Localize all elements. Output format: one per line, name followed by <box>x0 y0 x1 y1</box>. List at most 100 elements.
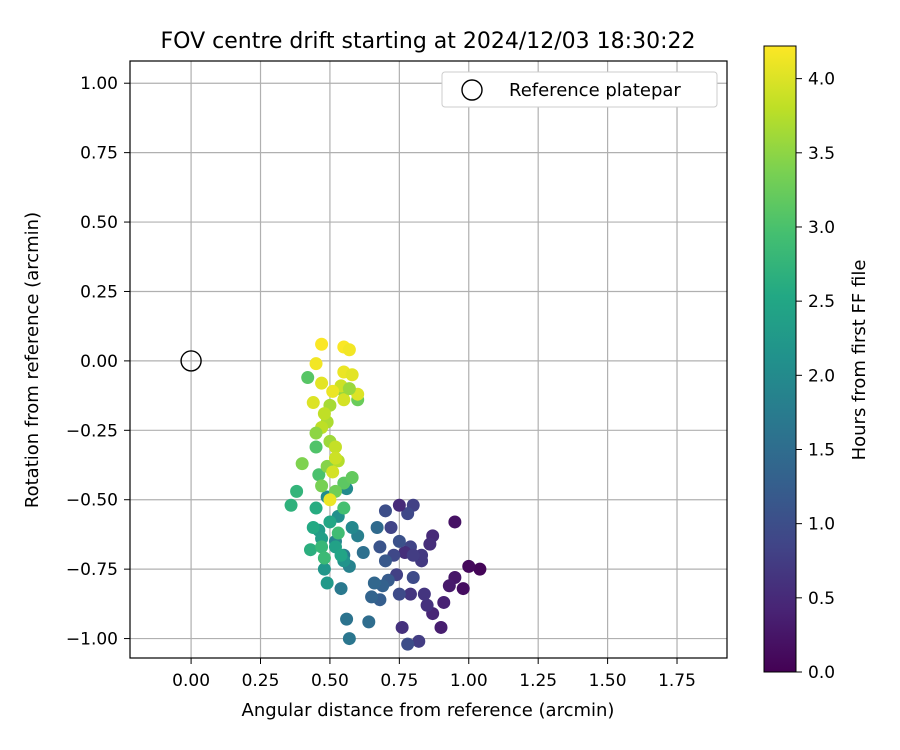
data-point <box>295 457 309 471</box>
data-point <box>345 368 359 382</box>
data-point <box>317 562 331 576</box>
data-point <box>345 471 359 485</box>
x-tick-label: 1.75 <box>658 671 696 691</box>
data-point <box>315 337 329 351</box>
data-point <box>342 382 356 396</box>
data-point <box>356 545 370 559</box>
data-point <box>392 498 406 512</box>
colorbar-tick-label: 4.0 <box>808 70 835 90</box>
data-point <box>434 620 448 634</box>
data-point <box>395 620 409 634</box>
y-tick-label: 0.25 <box>80 282 118 302</box>
x-axis-ticks: 0.00 0.25 0.50 0.75 1.00 1.25 1.50 1.75 <box>172 658 696 691</box>
plot-frame <box>129 60 728 659</box>
colorbar-tick-label: 1.0 <box>808 515 835 535</box>
y-axis-label: Rotation from reference (arcmin) <box>22 212 43 508</box>
y-tick-label: 1.00 <box>80 74 118 94</box>
data-point <box>401 637 415 651</box>
data-point <box>420 598 434 612</box>
data-point <box>340 612 354 626</box>
data-points <box>284 337 487 651</box>
data-point <box>317 407 331 421</box>
data-point <box>442 579 456 593</box>
y-tick-label: −0.25 <box>66 421 118 441</box>
data-point <box>290 484 304 498</box>
data-point <box>328 440 342 454</box>
data-point <box>323 493 337 507</box>
data-point <box>373 540 387 554</box>
y-tick-label: 0.00 <box>80 352 118 372</box>
data-point <box>401 507 415 521</box>
data-point <box>342 343 356 357</box>
data-point <box>312 468 326 482</box>
chart-title: FOV centre drift starting at 2024/12/03 … <box>161 29 696 54</box>
data-point <box>309 426 323 440</box>
data-point <box>334 582 348 596</box>
data-point <box>462 559 476 573</box>
data-point <box>326 384 340 398</box>
data-point <box>345 520 359 534</box>
y-tick-label: −0.50 <box>66 491 118 511</box>
data-point <box>378 554 392 568</box>
data-point <box>392 534 406 548</box>
y-tick-label: −1.00 <box>66 630 118 650</box>
legend: Reference platepar <box>441 71 718 108</box>
data-point <box>378 504 392 518</box>
colorbar-tick-label: 3.5 <box>808 144 835 164</box>
colorbar-tick-label: 2.0 <box>808 366 835 386</box>
data-point <box>306 396 320 410</box>
data-point <box>320 576 334 590</box>
data-point <box>315 376 329 390</box>
data-point <box>412 634 426 648</box>
data-point <box>365 590 379 604</box>
y-axis-ticks: 1.00 0.75 0.50 0.25 0.00 −0.25 −0.50 −0.75 −1.00 <box>66 74 130 650</box>
data-point <box>315 540 329 554</box>
x-tick-label: 0.75 <box>380 671 418 691</box>
colorbar-label: Hours from first FF file <box>849 260 870 461</box>
grid-lines <box>130 61 727 658</box>
data-point <box>362 615 376 629</box>
data-point <box>370 520 384 534</box>
data-point <box>326 465 340 479</box>
x-axis-label: Angular distance from reference (arcmin) <box>242 700 615 721</box>
data-point <box>406 570 420 584</box>
reference-platepar-marker <box>180 350 202 372</box>
data-point <box>328 451 342 465</box>
data-point <box>367 576 381 590</box>
data-point <box>473 562 487 576</box>
colorbar-tick-label: 2.5 <box>808 292 835 312</box>
data-point <box>323 515 337 529</box>
data-point <box>392 587 406 601</box>
data-point <box>309 440 323 454</box>
data-point <box>315 479 329 493</box>
data-point <box>317 551 331 565</box>
data-point <box>403 587 417 601</box>
data-point <box>337 393 351 407</box>
colorbar-tick-label: 0.0 <box>808 663 835 683</box>
data-point <box>309 357 323 371</box>
data-point <box>303 543 317 557</box>
data-point <box>417 587 431 601</box>
reference-marker <box>180 350 202 372</box>
data-point <box>423 537 437 551</box>
x-tick-label: 1.50 <box>589 671 627 691</box>
colorbar <box>763 45 797 673</box>
x-tick-label: 0.25 <box>242 671 280 691</box>
legend-box <box>441 71 718 108</box>
data-point <box>406 548 420 562</box>
data-point <box>337 501 351 515</box>
data-point <box>456 582 470 596</box>
x-tick-label: 0.50 <box>311 671 349 691</box>
data-point <box>309 501 323 515</box>
legend-entry-label: Reference platepar <box>509 80 681 101</box>
y-tick-label: −0.75 <box>66 560 118 580</box>
x-tick-label: 1.00 <box>450 671 488 691</box>
x-tick-label: 1.25 <box>519 671 557 691</box>
colorbar-tick-label: 1.5 <box>808 440 835 460</box>
data-point <box>301 371 315 385</box>
data-point <box>331 526 345 540</box>
colorbar-tick-label: 3.0 <box>808 218 835 238</box>
data-point <box>284 498 298 512</box>
colorbar-tick-label: 0.5 <box>808 589 835 609</box>
data-point <box>342 632 356 646</box>
